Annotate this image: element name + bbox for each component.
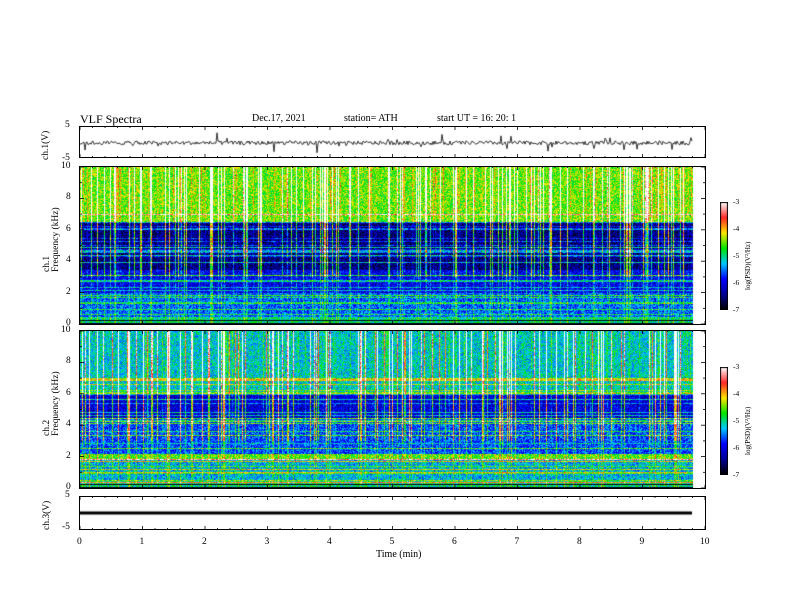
colorbar-2-label: log(PSD)(V²/Hz) xyxy=(744,406,752,455)
x-tick-0: 0 xyxy=(77,537,82,547)
station-label: station= ATH xyxy=(344,113,398,124)
x-tick-5: 5 xyxy=(389,537,395,547)
colorbar-2-tick: -7 xyxy=(733,470,740,479)
start-time-label: start UT = 16: 20: 1 xyxy=(437,113,517,124)
colorbar-2-tick: -5 xyxy=(733,416,740,425)
ch2-spectrogram-ytick-10: 10 xyxy=(61,325,71,335)
ch3-waveform-trace xyxy=(80,497,694,529)
x-axis-label: Time (min) xyxy=(376,549,422,560)
colorbar-1-tick: -4 xyxy=(733,224,740,233)
x-tick-4: 4 xyxy=(327,537,332,547)
ch1-spectrogram-ytick-10: 10 xyxy=(61,161,71,171)
ch1-spectrogram-image xyxy=(80,167,694,324)
chart-title: VLF Spectra xyxy=(80,112,142,126)
x-tick-2: 2 xyxy=(202,537,207,547)
colorbar-1-tick: -5 xyxy=(733,251,740,260)
ch1-spectrogram-ytick-6: 6 xyxy=(66,223,71,234)
colorbar-1-tick: -6 xyxy=(733,278,740,287)
ch2-spectrogram-ytick-8: 8 xyxy=(66,356,71,367)
x-tick-8: 8 xyxy=(577,537,582,547)
x-tick-9: 9 xyxy=(639,537,645,547)
ch2-colorbar xyxy=(720,367,728,475)
x-tick-10: 10 xyxy=(700,537,710,547)
ch1-ytick-min: -5 xyxy=(62,153,70,163)
ch2-spectrogram-ytick-2: 2 xyxy=(66,450,71,461)
x-tick-3: 3 xyxy=(264,537,270,547)
ch3-ytick-min: -5 xyxy=(62,522,70,532)
ch1-spectrogram-ytick-0: 0 xyxy=(66,318,71,328)
ch1-waveform-trace xyxy=(80,127,694,157)
ch2-spectrogram-image xyxy=(80,331,694,488)
ch2-spectrogram-ytick-6: 6 xyxy=(66,387,71,398)
colorbar-1-label: log(PSD)(V²/Hz) xyxy=(744,241,752,290)
colorbar-2-tick: -6 xyxy=(733,443,740,452)
colorbar-2-tick: -3 xyxy=(733,362,740,371)
ch1-colorbar xyxy=(720,202,728,310)
colorbar-1-tick: -7 xyxy=(733,305,740,314)
ch1-spectrogram-ytick-2: 2 xyxy=(66,286,71,297)
ch1-ytick-max: 5 xyxy=(65,120,70,130)
ch2-spectrogram-ytick-4: 4 xyxy=(66,419,71,430)
colorbar-1-tick: -3 xyxy=(733,197,740,206)
ch3-ytick-max: 5 xyxy=(65,490,70,500)
x-tick-7: 7 xyxy=(514,537,520,547)
x-tick-1: 1 xyxy=(139,537,145,547)
ch1-spectrogram-ytick-8: 8 xyxy=(66,192,71,203)
ch1-spectrogram-ytick-4: 4 xyxy=(66,255,71,266)
x-tick-6: 6 xyxy=(452,537,457,547)
ch2-spectrogram-ytick-0: 0 xyxy=(66,482,71,492)
colorbar-2-tick: -4 xyxy=(733,389,740,398)
date-label: Dec.17, 2021 xyxy=(252,113,306,124)
